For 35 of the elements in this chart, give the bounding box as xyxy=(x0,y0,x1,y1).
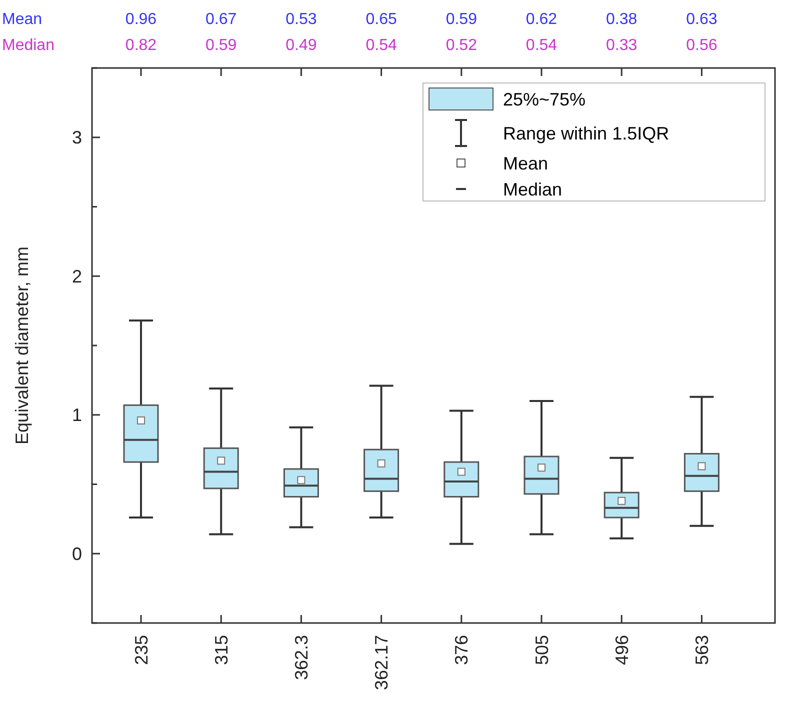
y-tick-label: 2 xyxy=(72,266,82,286)
text: 0.65 xyxy=(366,11,397,28)
text: 0.62 xyxy=(526,11,558,28)
text: 0.67 xyxy=(206,11,237,28)
x-tick-label: 235 xyxy=(131,635,152,666)
x-tick-label: 362.3 xyxy=(292,635,312,680)
text: 0.82 xyxy=(125,37,157,54)
text: 0.56 xyxy=(686,37,718,54)
text: Median xyxy=(2,37,54,54)
text: Mean xyxy=(2,11,42,28)
text: 0.54 xyxy=(526,37,558,54)
text: 0.52 xyxy=(446,37,478,54)
text: 0.53 xyxy=(286,11,317,28)
annotation: Range within 1.5IQR xyxy=(503,123,670,144)
text: 0.63 xyxy=(686,11,718,28)
text: 0.96 xyxy=(125,11,157,28)
annotation: Mean xyxy=(503,153,548,174)
annotation: Median xyxy=(503,179,562,200)
x-tick-label: 376 xyxy=(452,635,472,666)
text: 0.38 xyxy=(606,11,638,28)
text: 0.33 xyxy=(606,37,638,54)
text: 0.49 xyxy=(286,37,317,54)
y-tick-label: 1 xyxy=(72,405,82,426)
text: 0.59 xyxy=(446,11,478,28)
x-tick-label: 362.17 xyxy=(372,635,392,690)
x-tick-label: 496 xyxy=(612,635,632,666)
x-tick-label: 315 xyxy=(211,635,232,666)
y-axis-title: Equivalent diameter, mm xyxy=(12,246,32,445)
x-tick-label: 505 xyxy=(532,635,552,666)
text: 0.54 xyxy=(366,37,397,54)
annotation: 25%~75% xyxy=(503,89,586,110)
y-tick-label: 0 xyxy=(72,544,82,564)
y-tick-label: 3 xyxy=(72,128,82,148)
text: 0.59 xyxy=(206,37,237,54)
x-tick-label: 563 xyxy=(692,635,712,666)
